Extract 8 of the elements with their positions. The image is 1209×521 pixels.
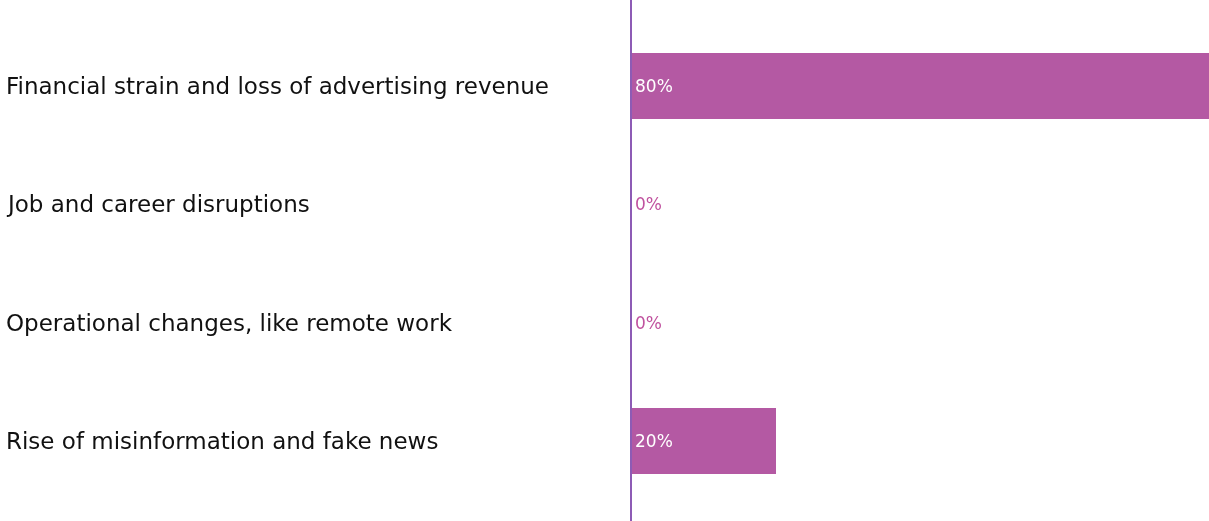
- y-tick-label: Job and career disruptions: [6, 191, 310, 217]
- data-label: 80%: [635, 76, 673, 96]
- data-label: 20%: [635, 431, 673, 451]
- y-tick-label: Rise of misinformation and fake news: [6, 428, 439, 454]
- y-tick-label: Financial strain and loss of advertising revenue: [6, 73, 550, 99]
- data-label: 0%: [635, 194, 662, 214]
- data-label: 0%: [635, 312, 662, 333]
- y-tick-label: Operational changes, like remote work: [6, 310, 453, 336]
